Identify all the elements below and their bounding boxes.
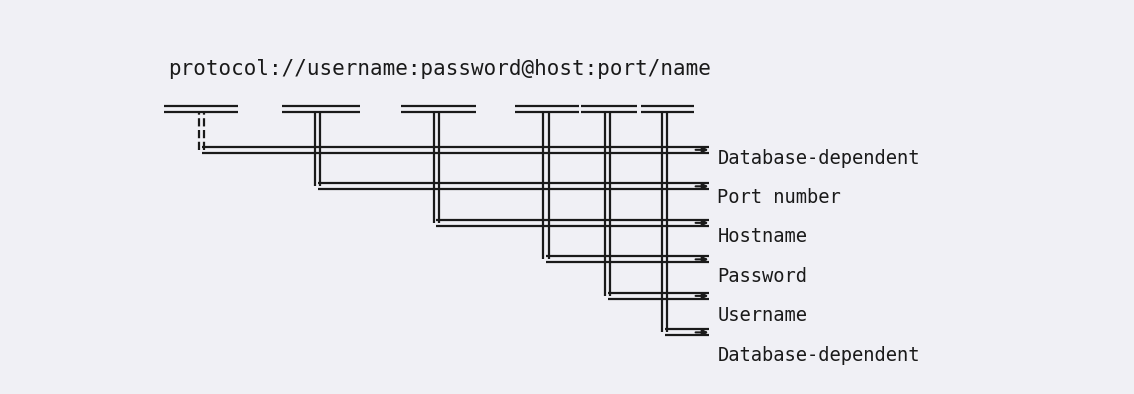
Text: Port number: Port number (718, 188, 841, 207)
Text: Database-dependent: Database-dependent (718, 149, 920, 167)
Text: Hostname: Hostname (718, 227, 807, 246)
Text: Password: Password (718, 267, 807, 286)
Text: Username: Username (718, 306, 807, 325)
Text: protocol://username:password@host:port/name: protocol://username:password@host:port/n… (168, 59, 711, 78)
Text: Database-dependent: Database-dependent (718, 346, 920, 365)
